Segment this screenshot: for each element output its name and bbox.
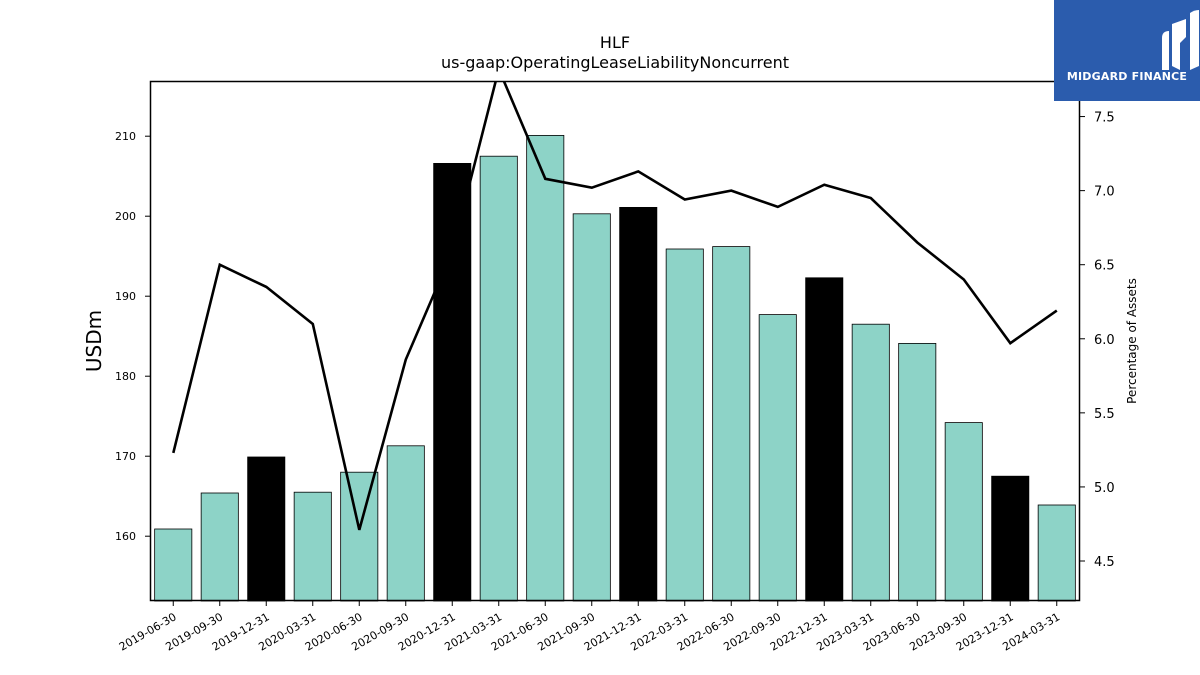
plot-frame	[149, 80, 1081, 602]
bar-2020-12-31	[433, 162, 472, 602]
bars-group	[154, 134, 1076, 602]
y2-tick-label: 6.0	[1094, 333, 1115, 348]
bar-2023-12-31	[991, 475, 1030, 602]
chart-subtitle: us-gaap:OperatingLeaseLiabilityNoncurren…	[441, 53, 789, 72]
bar-2022-03-31	[665, 248, 704, 602]
y-tick-label: 170	[115, 450, 136, 463]
chart-title: HLF	[600, 33, 630, 52]
y-tick-label: 190	[115, 290, 136, 303]
y2-axis-label: Percentage of Assets	[1125, 278, 1139, 404]
y-axis-label: USDm	[82, 310, 106, 372]
logo-mark-icon	[1162, 10, 1199, 70]
percentage-of-assets-line	[172, 81, 1058, 531]
x-axis: 2019-06-302019-09-302019-12-312020-03-31…	[117, 601, 1062, 654]
bar-2022-09-30	[758, 314, 797, 602]
bar-2023-03-31	[851, 323, 890, 602]
y2-tick-label: 5.5	[1094, 407, 1115, 422]
y-axis-right: 4.5 5.0 5.5 6.0 6.5 7.0 7.5	[1080, 111, 1115, 570]
y2-tick-label: 7.5	[1094, 111, 1115, 126]
y-axis-left: 160 170 180 190 200 210	[115, 130, 150, 543]
bar-2021-09-30	[572, 213, 611, 602]
bar-2020-06-30	[340, 471, 379, 602]
y2-tick-label: 7.0	[1094, 185, 1115, 200]
bar-2020-09-30	[386, 445, 425, 602]
bar-2021-03-31	[479, 155, 518, 602]
bar-2022-12-31	[805, 277, 844, 602]
line-group	[172, 81, 1058, 531]
logo-text: MIDGARD FINANCE	[1066, 70, 1188, 83]
bar-2024-03-31	[1037, 504, 1076, 602]
y-tick-label: 210	[115, 130, 136, 143]
bar-2021-12-31	[619, 206, 658, 602]
bar-2021-06-30	[526, 134, 565, 602]
bar-2022-06-30	[712, 246, 751, 602]
bar-2019-09-30	[200, 492, 239, 602]
y2-tick-label: 4.5	[1094, 555, 1115, 570]
y-tick-label: 160	[115, 530, 136, 543]
bar-2020-03-31	[293, 491, 332, 602]
y2-tick-label: 6.5	[1094, 259, 1115, 274]
bar-2023-06-30	[898, 342, 937, 602]
midgard-finance-logo: MIDGARD FINANCE	[1054, 0, 1200, 101]
y2-tick-label: 5.0	[1094, 481, 1115, 496]
bar-2023-09-30	[944, 422, 983, 602]
y-tick-label: 180	[115, 370, 136, 383]
bar-2019-06-30	[154, 528, 193, 602]
y-tick-label: 200	[115, 210, 136, 223]
bar-2019-12-31	[247, 456, 286, 602]
